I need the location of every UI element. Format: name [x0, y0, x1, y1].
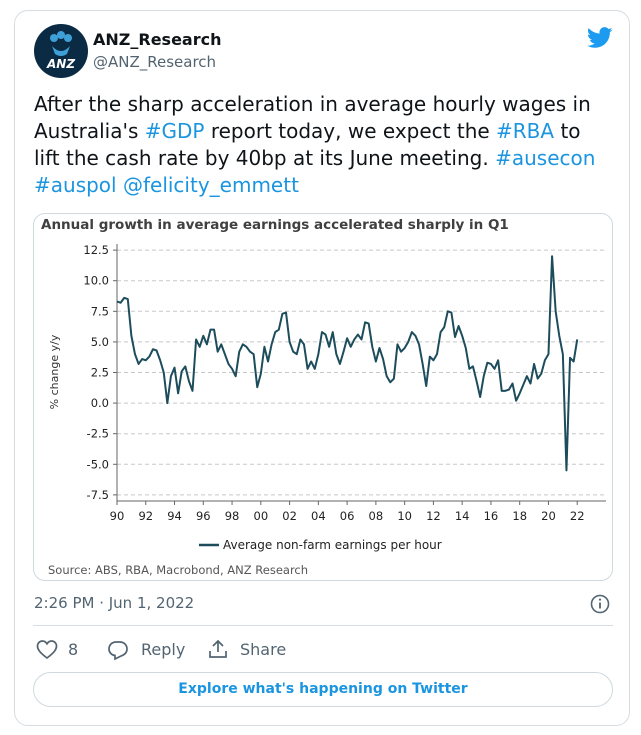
like-icon[interactable]	[36, 639, 58, 661]
hashtag[interactable]: #GDP	[144, 119, 205, 143]
data-line	[116, 255, 579, 472]
avatar-text: ANZ	[46, 57, 75, 71]
chart-image[interactable]: Annual growth in average earnings accele…	[33, 213, 613, 581]
y-tick-label: 5.0	[91, 335, 109, 349]
y-tick-label: 2.5	[91, 366, 109, 380]
user-handle[interactable]: @ANZ_Research	[93, 53, 217, 71]
x-tick-label: 06	[340, 509, 355, 523]
text: to lift the cash rate by 40bp at its Jun…	[34, 119, 581, 170]
y-tick-label: -2.5	[87, 427, 109, 441]
x-tick-label: 02	[282, 509, 297, 523]
explore-button[interactable]: Explore what's happening on Twitter	[33, 672, 613, 707]
x-tick-label: 20	[541, 509, 556, 523]
avatar[interactable]: ANZ	[34, 24, 88, 78]
x-tick-label: 18	[512, 509, 527, 523]
x-tick-label: 00	[254, 509, 269, 523]
chart-title: Annual growth in average earnings accele…	[41, 217, 509, 233]
x-tick-label: 10	[397, 509, 412, 523]
x-tick-label: 90	[110, 509, 125, 523]
hashtag[interactable]: #auspol	[34, 173, 117, 197]
tweet-text: After the sharp acceleration in average …	[34, 91, 609, 199]
x-tick-label: 94	[167, 509, 182, 523]
x-tick-label: 12	[426, 509, 441, 523]
reply-label[interactable]: Reply	[141, 640, 186, 659]
like-count[interactable]: 8	[68, 640, 79, 659]
text: report today, we expect the	[204, 119, 497, 143]
share-icon[interactable]	[207, 638, 229, 660]
y-tick-label: 10.0	[83, 274, 109, 288]
y-tick-label: 0.0	[91, 396, 109, 410]
x-tick-label: 96	[196, 509, 211, 523]
avatar-logo: ANZ	[46, 31, 75, 71]
tweet-card	[14, 10, 630, 726]
twitter-logo[interactable]	[587, 27, 613, 49]
y-tick-label: 7.5	[91, 304, 109, 318]
chart: Annual growth in average earnings accele…	[41, 217, 606, 577]
chart-source: Source: ABS, RBA, Macrobond, ANZ Researc…	[48, 563, 308, 577]
text: After the sharp acceleration in average …	[34, 92, 591, 143]
share-label[interactable]: Share	[240, 640, 287, 659]
info-icon[interactable]	[589, 593, 611, 615]
x-tick-label: 22	[570, 509, 585, 523]
hashtag[interactable]: #RBA	[496, 119, 555, 143]
user-name[interactable]: ANZ_Research	[93, 30, 222, 49]
timestamp[interactable]: 2:26 PM · Jun 1, 2022	[34, 594, 195, 612]
y-tick-label: 12.5	[83, 243, 109, 257]
x-tick-label: 98	[225, 509, 240, 523]
y-axis-label: % change y/y	[48, 334, 61, 409]
x-tick-label: 04	[311, 509, 326, 523]
x-tick-label: 92	[138, 509, 153, 523]
legend-label: Average non-farm earnings per hour	[223, 538, 442, 552]
y-tick-label: -5.0	[87, 457, 109, 471]
y-tick-label: -7.5	[87, 488, 109, 502]
divider	[33, 625, 613, 626]
x-tick-label: 14	[455, 509, 470, 523]
x-tick-label: 08	[369, 509, 384, 523]
hashtag[interactable]: #ausecon	[495, 146, 596, 170]
x-tick-label: 16	[484, 509, 499, 523]
reply-icon[interactable]	[107, 639, 129, 661]
mention[interactable]: @felicity_emmett	[122, 173, 299, 197]
